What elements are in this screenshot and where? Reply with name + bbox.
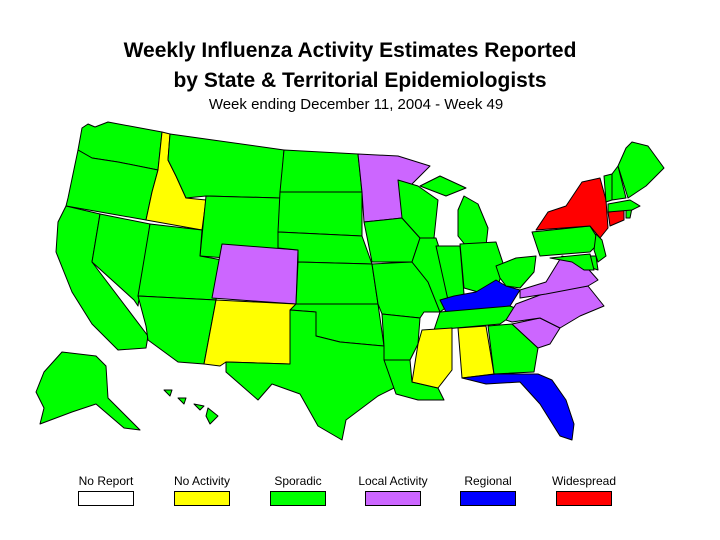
state-new-hampshire — [611, 165, 627, 201]
no-activity-swatch — [174, 491, 230, 506]
state-florida — [461, 373, 575, 441]
widespread-swatch — [556, 491, 612, 506]
state-louisiana — [383, 359, 445, 401]
map-title-line1: Weekly Influenza Activity Estimates Repo… — [123, 39, 577, 62]
legend-item-sporadic: Sporadic — [263, 474, 333, 506]
state-north-dakota — [279, 149, 363, 193]
state-south-dakota — [277, 191, 363, 237]
state-massachusetts — [607, 199, 641, 213]
state-maine — [617, 141, 665, 199]
state-west-virginia — [495, 255, 537, 289]
legend-label: No Report — [78, 474, 134, 488]
legend-label: Regional — [464, 474, 512, 488]
state-new-jersey — [593, 233, 607, 263]
state-kansas — [295, 261, 379, 305]
legend-item-no-report: No Report — [71, 474, 141, 506]
legend-item-no-activity: No Activity — [167, 474, 237, 506]
local-activity-swatch — [365, 491, 421, 506]
legend-label: Sporadic — [274, 474, 322, 488]
state-arizona — [137, 295, 217, 365]
legend-item-local-activity: Local Activity — [358, 474, 428, 506]
state-mississippi — [411, 327, 453, 389]
regional-swatch — [460, 491, 516, 506]
legend-item-widespread: Widespread — [549, 474, 619, 506]
legend-label: Widespread — [551, 474, 617, 488]
map-subtitle: Week ending December 11, 2004 - Week 49 — [208, 96, 504, 113]
sporadic-swatch — [270, 491, 326, 506]
state-arkansas — [381, 313, 421, 361]
legend-label: Local Activity — [358, 474, 428, 488]
state-michigan — [419, 175, 489, 247]
legend-label: No Activity — [173, 474, 230, 488]
state-vermont — [603, 173, 613, 203]
state-north-carolina — [505, 285, 605, 329]
state-texas — [225, 309, 395, 441]
state-connecticut — [607, 209, 625, 227]
state-new-mexico — [203, 299, 297, 367]
state-alaska — [35, 351, 141, 431]
state-nevada — [91, 213, 151, 307]
state-hawaii — [163, 389, 219, 425]
state-montana — [167, 133, 285, 199]
state-new-york — [535, 177, 609, 239]
state-colorado — [211, 243, 299, 305]
legend-item-regional: Regional — [453, 474, 523, 506]
state-pennsylvania — [531, 225, 601, 257]
map-title-line2: by State & Territorial Epidemiologists — [173, 69, 547, 92]
state-maryland — [549, 253, 595, 271]
no-report-swatch — [78, 491, 134, 506]
